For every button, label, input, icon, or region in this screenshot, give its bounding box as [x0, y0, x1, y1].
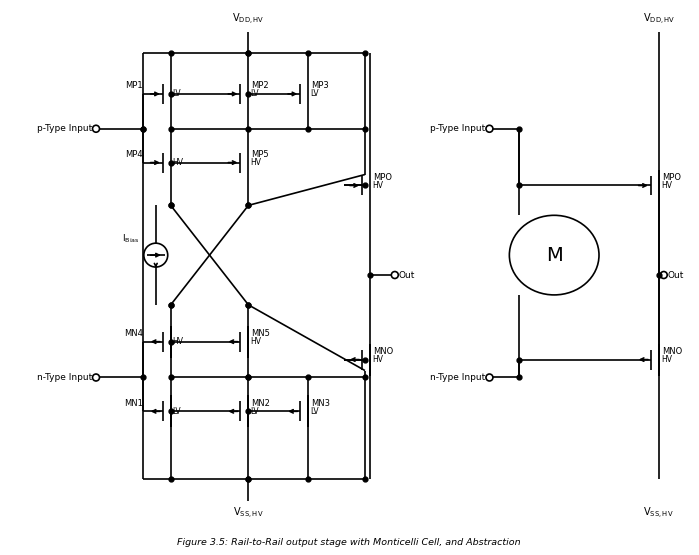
Text: V$_{\mathregular{DD,HV}}$: V$_{\mathregular{DD,HV}}$: [232, 12, 265, 27]
Text: HV: HV: [372, 355, 383, 364]
Text: MP1: MP1: [125, 82, 143, 90]
Text: V$_{\mathregular{DD,HV}}$: V$_{\mathregular{DD,HV}}$: [642, 12, 675, 27]
Text: MN3: MN3: [311, 399, 330, 408]
Text: MN1: MN1: [124, 399, 143, 408]
Text: MNO: MNO: [373, 347, 393, 356]
Text: MP4: MP4: [125, 150, 143, 159]
Text: V$_{\mathregular{SS,HV}}$: V$_{\mathregular{SS,HV}}$: [644, 506, 674, 521]
Text: HV: HV: [173, 337, 184, 346]
Text: MPO: MPO: [662, 173, 681, 182]
Text: HV: HV: [173, 158, 184, 167]
Text: Figure 3.5: Rail-to-Rail output stage with Monticelli Cell, and Abstraction: Figure 3.5: Rail-to-Rail output stage wi…: [177, 538, 521, 547]
Text: p-Type Input: p-Type Input: [37, 124, 92, 133]
Text: LV: LV: [173, 407, 181, 416]
Text: LV: LV: [310, 407, 319, 416]
Text: HV: HV: [661, 355, 672, 364]
Text: I$_{\mathregular{Bias}}$: I$_{\mathregular{Bias}}$: [122, 233, 140, 245]
Text: LV: LV: [310, 89, 319, 98]
Text: HV: HV: [250, 158, 261, 167]
Text: MPO: MPO: [373, 173, 392, 182]
Text: n-Type Input: n-Type Input: [430, 373, 486, 382]
Text: M: M: [546, 246, 563, 265]
Text: MP3: MP3: [311, 82, 329, 90]
Text: HV: HV: [250, 337, 261, 346]
Text: MNO: MNO: [662, 347, 682, 356]
Text: LV: LV: [250, 89, 259, 98]
Text: MN2: MN2: [252, 399, 271, 408]
Text: p-Type Input: p-Type Input: [430, 124, 486, 133]
Text: MN5: MN5: [252, 329, 271, 338]
Text: HV: HV: [372, 181, 383, 190]
Text: MP2: MP2: [252, 82, 269, 90]
Text: LV: LV: [250, 407, 259, 416]
Text: MP5: MP5: [252, 150, 269, 159]
Text: Out: Out: [399, 270, 415, 280]
Text: MN4: MN4: [124, 329, 143, 338]
Text: HV: HV: [661, 181, 672, 190]
Text: n-Type Input: n-Type Input: [37, 373, 92, 382]
Text: V$_{\mathregular{SS,HV}}$: V$_{\mathregular{SS,HV}}$: [233, 506, 264, 521]
Text: LV: LV: [173, 89, 181, 98]
Text: Out: Out: [668, 270, 684, 280]
